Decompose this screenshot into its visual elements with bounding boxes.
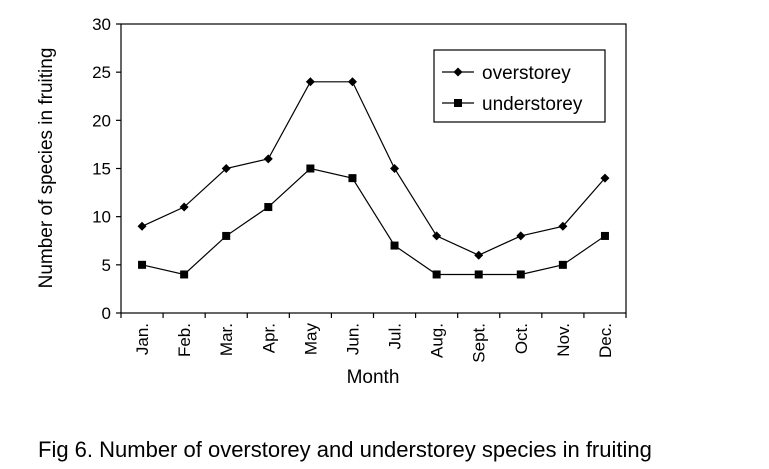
overstorey-point [305,77,315,87]
y-tick-label: 15 [92,160,111,179]
x-tick-label: Dec. [596,323,615,358]
x-tick-label: Jul. [386,323,405,349]
y-tick-label: 25 [92,63,111,82]
overstorey-point [263,154,273,164]
understorey-point [516,270,525,279]
y-tick-label: 30 [92,15,111,34]
overstorey-line [141,81,606,256]
y-tick-label: 10 [92,208,111,227]
understorey-point [600,231,609,240]
understorey-series [138,164,609,279]
y-tick-label: 5 [102,256,111,275]
legend-label-overstorey: overstorey [482,63,571,84]
x-tick-label: Feb. [175,323,194,357]
understorey-point [390,241,399,250]
legend-box [433,49,606,123]
legend-label-understorey: understorey [482,94,583,115]
overstorey-point [432,231,442,241]
understorey-point [180,270,189,279]
x-axis-label: Month [347,367,400,388]
understorey-point [222,231,231,240]
x-tick-label: Sept. [470,323,489,363]
understorey-point [432,270,441,279]
overstorey-point [390,164,400,173]
overstorey-point [474,250,484,260]
overstorey-point [600,173,610,183]
understorey-line [141,167,606,276]
understorey-point [474,270,483,279]
overstorey-point [347,77,357,87]
understorey-point [558,260,567,269]
x-tick-label: Jan. [133,323,152,355]
figure-caption: Fig 6. Number of overstorey and understo… [38,437,652,462]
x-tick-label: Nov. [554,323,573,357]
legend: overstorey understorey [433,49,606,123]
y-axis-label: Number of species in fruiting [36,48,57,289]
overstorey-point [179,202,189,212]
understorey-point [264,203,273,212]
x-tick-label: Mar. [217,323,236,356]
y-tick-label: 20 [92,111,111,130]
x-tick-label: Oct. [512,323,531,354]
x-tick-label: May [301,323,320,356]
understorey-point [138,260,147,269]
overstorey-series [137,77,610,260]
x-tick-label: Apr. [259,323,278,353]
y-axis: 0 5 10 15 20 25 30 [92,15,121,323]
legend-marker-overstorey [453,67,463,77]
overstorey-point [221,164,231,173]
y-tick-label: 0 [102,304,111,323]
legend-marker-understorey [454,99,462,107]
series-layer [137,77,610,279]
x-tick-label: Jun. [343,323,362,355]
x-axis: Jan. Feb. Mar. Apr. May Jun. Jul. Aug. Sept. Oct.… [120,313,627,363]
understorey-point [306,164,315,173]
x-tick-label: Aug. [428,323,447,358]
overstorey-point [516,231,526,241]
overstorey-point [558,221,568,231]
overstorey-point [137,221,147,231]
understorey-point [348,174,357,183]
